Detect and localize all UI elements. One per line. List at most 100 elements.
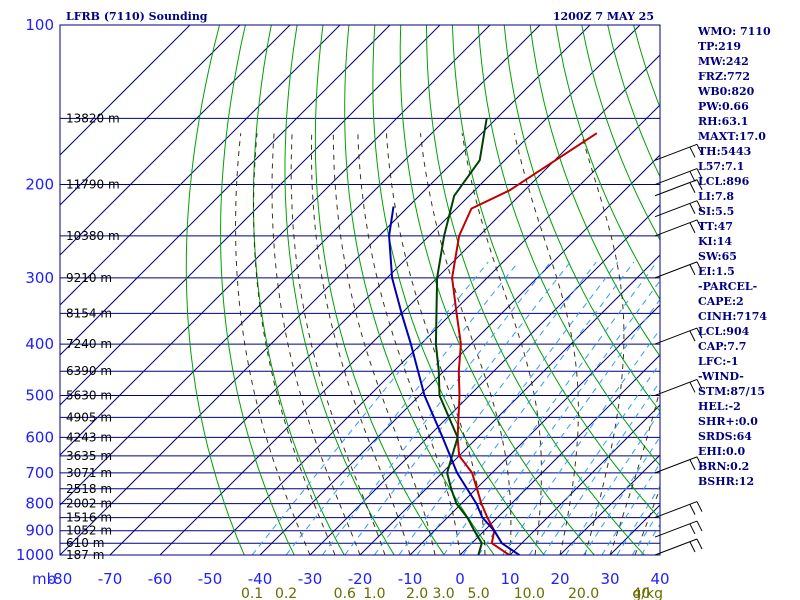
- sounding-index: SI:5.5: [698, 205, 734, 218]
- pressure-unit-label: mb: [32, 570, 56, 588]
- height-label: 11790 m: [66, 178, 120, 192]
- wind-barb: [654, 501, 703, 519]
- isotherm: [60, 25, 191, 156]
- mixing-ratio-line: [502, 328, 660, 555]
- pressure-tick-label: 900: [25, 522, 54, 540]
- mixing-ratio-unit-label: g/kg: [632, 586, 663, 600]
- dry-adiabat: [581, 25, 660, 241]
- sounding-index: EI:1.5: [698, 265, 735, 278]
- sounding-index: SHR+:0.0: [698, 415, 758, 428]
- sounding-index: CINH:7174: [698, 310, 767, 323]
- mixing-ratio-tick-label: 2.0: [406, 586, 428, 600]
- mixing-ratio-line: [443, 261, 658, 555]
- wind-barb: [654, 179, 703, 197]
- sounding-index: BRN:0.2: [698, 460, 749, 473]
- dry-adiabat: [399, 25, 595, 555]
- isotherm: [60, 25, 441, 406]
- temperature-tick-label: -40: [248, 570, 273, 588]
- series-parcel: [388, 206, 522, 555]
- moist-adiabat: [513, 133, 579, 555]
- sounding-curves: [388, 118, 598, 555]
- temperature-tick-label: 40: [650, 570, 669, 588]
- pressure-tick-label: 800: [25, 495, 54, 513]
- mixing-ratio-tick-label: 10.0: [514, 586, 545, 600]
- pressure-tick-label: 400: [25, 335, 54, 353]
- sounding-index: KI:14: [698, 235, 732, 248]
- moist-adiabat: [290, 133, 386, 555]
- pressure-tick-label: 600: [25, 428, 54, 446]
- sounding-index: STM:87/15: [698, 385, 765, 398]
- mixing-ratio-line: [601, 462, 660, 555]
- sounding-index: TH:5443: [698, 145, 751, 158]
- sounding-index: CAP:7.7: [698, 340, 746, 353]
- sounding-index: TT:47: [698, 220, 733, 233]
- wind-barb: [654, 143, 703, 161]
- wind-barb: [654, 538, 703, 556]
- height-label: 3071 m: [66, 466, 112, 480]
- wind-barb: [654, 200, 703, 218]
- mixing-ratio-line: [285, 261, 519, 555]
- temperature-tick-label: -70: [98, 570, 123, 588]
- dry-adiabat: [426, 25, 645, 555]
- pressure-tick-label: 200: [25, 176, 54, 194]
- mixing-ratio-line: [462, 280, 660, 555]
- sounding-index: -PARCEL-: [698, 280, 757, 293]
- isotherm: [60, 25, 591, 555]
- height-label: 10380 m: [66, 229, 120, 243]
- wind-barbs: [654, 143, 703, 556]
- temperature-tick-label: -30: [298, 570, 323, 588]
- dry-adiabat: [503, 25, 660, 413]
- chart-title: LFRB (7110) Sounding: [66, 10, 208, 23]
- temperature-tick-label: -10: [398, 570, 423, 588]
- sounding-index: WMO: 7110: [697, 25, 771, 38]
- pressure-tick-label: 100: [25, 16, 54, 34]
- isotherm: [60, 25, 341, 306]
- pressure-tick-label: 700: [25, 464, 54, 482]
- dry-adiabat: [185, 25, 245, 555]
- isotherm: [159, 54, 660, 555]
- isotherm: [259, 154, 660, 555]
- moist-adiabat: [580, 133, 625, 555]
- isotherm: [60, 25, 491, 456]
- mixing-ratio-line: [631, 509, 660, 555]
- plot-frame: [59, 24, 661, 556]
- mixing-ratio-line: [542, 380, 660, 555]
- mixing-ratio-line: [416, 261, 635, 555]
- moist-adiabat: [253, 133, 336, 555]
- moist-adiabat: [609, 387, 660, 555]
- sounding-indices: WMO: 7110 TP:219 MW:242 FRZ:772 WB0:820 PW:0.…: [697, 25, 771, 488]
- mixing-ratio-line: [373, 261, 597, 555]
- sounding-index: LCL:896: [698, 175, 750, 188]
- isotherm: [60, 25, 391, 356]
- moist-adiabat: [332, 133, 436, 555]
- dry-adiabat: [529, 25, 660, 358]
- wind-barb: [654, 219, 703, 237]
- pressure-tick-label: 1000: [16, 546, 54, 564]
- dry-adiabat: [789, 25, 800, 555]
- sounding-index: SW:65: [698, 250, 737, 263]
- mixing-ratio-line: [321, 261, 551, 555]
- temperature-tick-label: -60: [148, 570, 173, 588]
- height-label: 1052 m: [66, 524, 112, 538]
- sounding-index: WB0:820: [697, 85, 755, 98]
- mixing-ratio-line: [565, 411, 660, 555]
- dry-adiabat: [555, 25, 660, 301]
- temperature-tick-label: -20: [348, 570, 373, 588]
- height-label: 1516 m: [66, 511, 112, 525]
- sounding-index: MW:242: [698, 55, 749, 68]
- mixing-ratio-line: [251, 261, 489, 555]
- sounding-index: L57:7.1: [698, 160, 744, 173]
- sounding-index: CAPE:2: [698, 295, 744, 308]
- isotherm: [209, 104, 660, 555]
- pressure-tick-label: 300: [25, 269, 54, 287]
- height-label: 4905 m: [66, 410, 112, 424]
- height-label: 9210 m: [66, 271, 112, 285]
- moist-adiabat: [311, 133, 411, 555]
- mixing-ratio-tick-label: 20.0: [568, 586, 599, 600]
- moist-adiabat: [235, 133, 311, 555]
- dry-adiabat: [451, 25, 660, 520]
- moist-adiabat: [419, 133, 512, 555]
- series-dewpoint: [434, 118, 488, 555]
- sounding-index: HEL:-2: [698, 400, 741, 413]
